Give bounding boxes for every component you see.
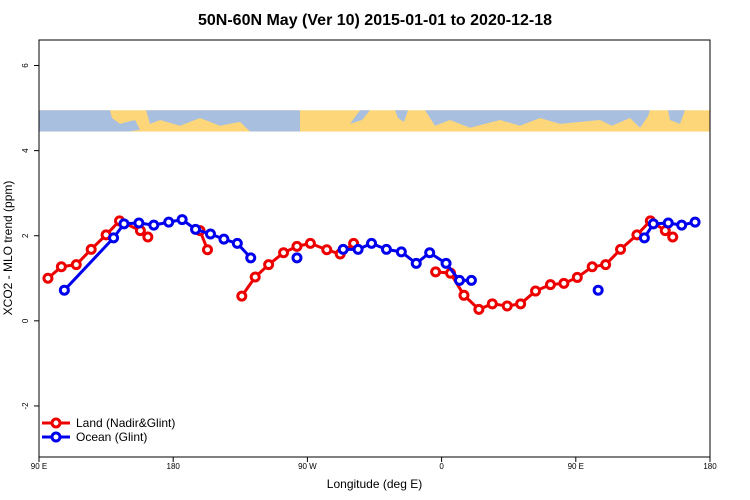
data-point — [236, 290, 248, 302]
x-axis-label: Longitude (deg E) — [327, 477, 422, 491]
data-point — [142, 231, 154, 243]
legend-marker-land — [50, 417, 62, 429]
x-axis: 90 E 180 90 W 0 90 E 180 — [31, 457, 717, 471]
series-ocean — [58, 214, 701, 296]
data-point — [337, 243, 349, 255]
data-point — [501, 300, 513, 312]
data-point — [304, 237, 316, 249]
data-point — [530, 285, 542, 297]
y-tick-label: 6 — [21, 63, 30, 68]
data-point — [586, 261, 598, 273]
series-line — [343, 241, 472, 282]
y-tick-label: 4 — [21, 148, 30, 153]
map-band-land-shape — [395, 110, 408, 122]
y-axis-label: XCO2 - MLO trend (ppm) — [1, 181, 15, 316]
series-layer — [42, 214, 701, 315]
x-tick-label: 0 — [439, 462, 444, 471]
x-tick-label: 180 — [167, 462, 181, 471]
map-band-land-shape — [425, 110, 650, 128]
data-point — [395, 246, 407, 258]
data-point — [245, 252, 257, 264]
data-point — [108, 232, 120, 244]
series-land — [42, 215, 679, 315]
data-point — [176, 214, 188, 226]
data-point — [291, 252, 303, 264]
data-point — [321, 244, 333, 256]
series-line — [63, 218, 252, 292]
data-point — [133, 217, 145, 229]
legend: Land (Nadir&Glint) Ocean (Glint) — [42, 416, 175, 444]
data-point — [380, 243, 392, 255]
map-band-land-shape — [350, 110, 370, 124]
data-point — [70, 259, 82, 271]
data-point — [352, 243, 364, 255]
data-point — [667, 231, 679, 243]
data-point — [190, 223, 202, 235]
y-axis: -2 0 2 4 6 — [21, 63, 39, 410]
data-point — [440, 257, 452, 269]
data-point — [676, 219, 688, 231]
data-point — [638, 232, 650, 244]
data-point — [515, 298, 527, 310]
data-point — [58, 284, 70, 296]
data-point — [118, 218, 130, 230]
world-map-band — [39, 110, 710, 132]
data-point — [85, 243, 97, 255]
data-point — [558, 277, 570, 289]
legend-label-land: Land (Nadir&Glint) — [76, 416, 175, 430]
data-point — [55, 261, 67, 273]
data-point — [410, 257, 422, 269]
data-point — [231, 237, 243, 249]
data-point — [263, 259, 275, 271]
data-point — [473, 303, 485, 315]
y-tick-label: -2 — [21, 402, 30, 410]
data-point — [647, 218, 659, 230]
data-point — [278, 247, 290, 259]
data-point — [430, 266, 442, 278]
x-tick-label: 90 E — [568, 462, 584, 471]
data-point — [486, 298, 498, 310]
data-point — [544, 279, 556, 291]
data-point — [204, 228, 216, 240]
chart-title: 50N-60N May (Ver 10) 2015-01-01 to 2020-… — [198, 12, 552, 29]
map-band-land-shape — [668, 110, 685, 124]
data-point — [458, 289, 470, 301]
data-point — [615, 243, 627, 255]
data-point — [148, 219, 160, 231]
data-point — [366, 237, 378, 249]
data-point — [592, 284, 604, 296]
x-tick-label: 90 W — [298, 462, 317, 471]
y-tick-label: 2 — [21, 233, 30, 238]
data-point — [662, 217, 674, 229]
legend-marker-ocean — [50, 431, 62, 443]
data-point — [291, 240, 303, 252]
data-point — [42, 272, 54, 284]
data-point — [218, 233, 230, 245]
x-tick-label: 90 E — [31, 462, 47, 471]
legend-label-ocean: Ocean (Glint) — [76, 430, 147, 444]
map-band-land-shape — [39, 110, 140, 132]
data-point — [571, 271, 583, 283]
x-tick-label: 180 — [703, 462, 717, 471]
y-tick-label: 0 — [21, 318, 30, 323]
data-point — [249, 271, 261, 283]
plot-frame — [38, 39, 711, 458]
data-point — [600, 259, 612, 271]
data-point — [201, 244, 213, 256]
data-point — [163, 216, 175, 228]
data-point — [465, 274, 477, 286]
map-band-land-shape — [146, 110, 300, 132]
data-point — [689, 216, 701, 228]
data-point — [424, 247, 436, 259]
data-point — [453, 274, 465, 286]
